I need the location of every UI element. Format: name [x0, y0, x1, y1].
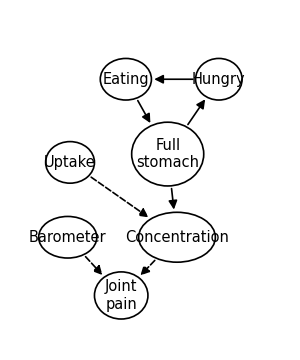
Text: Eating: Eating: [103, 72, 149, 87]
Ellipse shape: [100, 58, 152, 100]
Text: Concentration: Concentration: [125, 230, 229, 245]
Text: Full
stomach: Full stomach: [136, 138, 199, 170]
Text: Barometer: Barometer: [29, 230, 106, 245]
Ellipse shape: [196, 58, 242, 100]
Ellipse shape: [132, 122, 204, 186]
Ellipse shape: [46, 141, 94, 183]
Ellipse shape: [39, 216, 97, 258]
Ellipse shape: [139, 212, 215, 262]
Text: Uptake: Uptake: [44, 155, 96, 170]
Ellipse shape: [94, 272, 148, 319]
Text: Hungry: Hungry: [192, 72, 246, 87]
Text: Joint
pain: Joint pain: [105, 279, 137, 312]
